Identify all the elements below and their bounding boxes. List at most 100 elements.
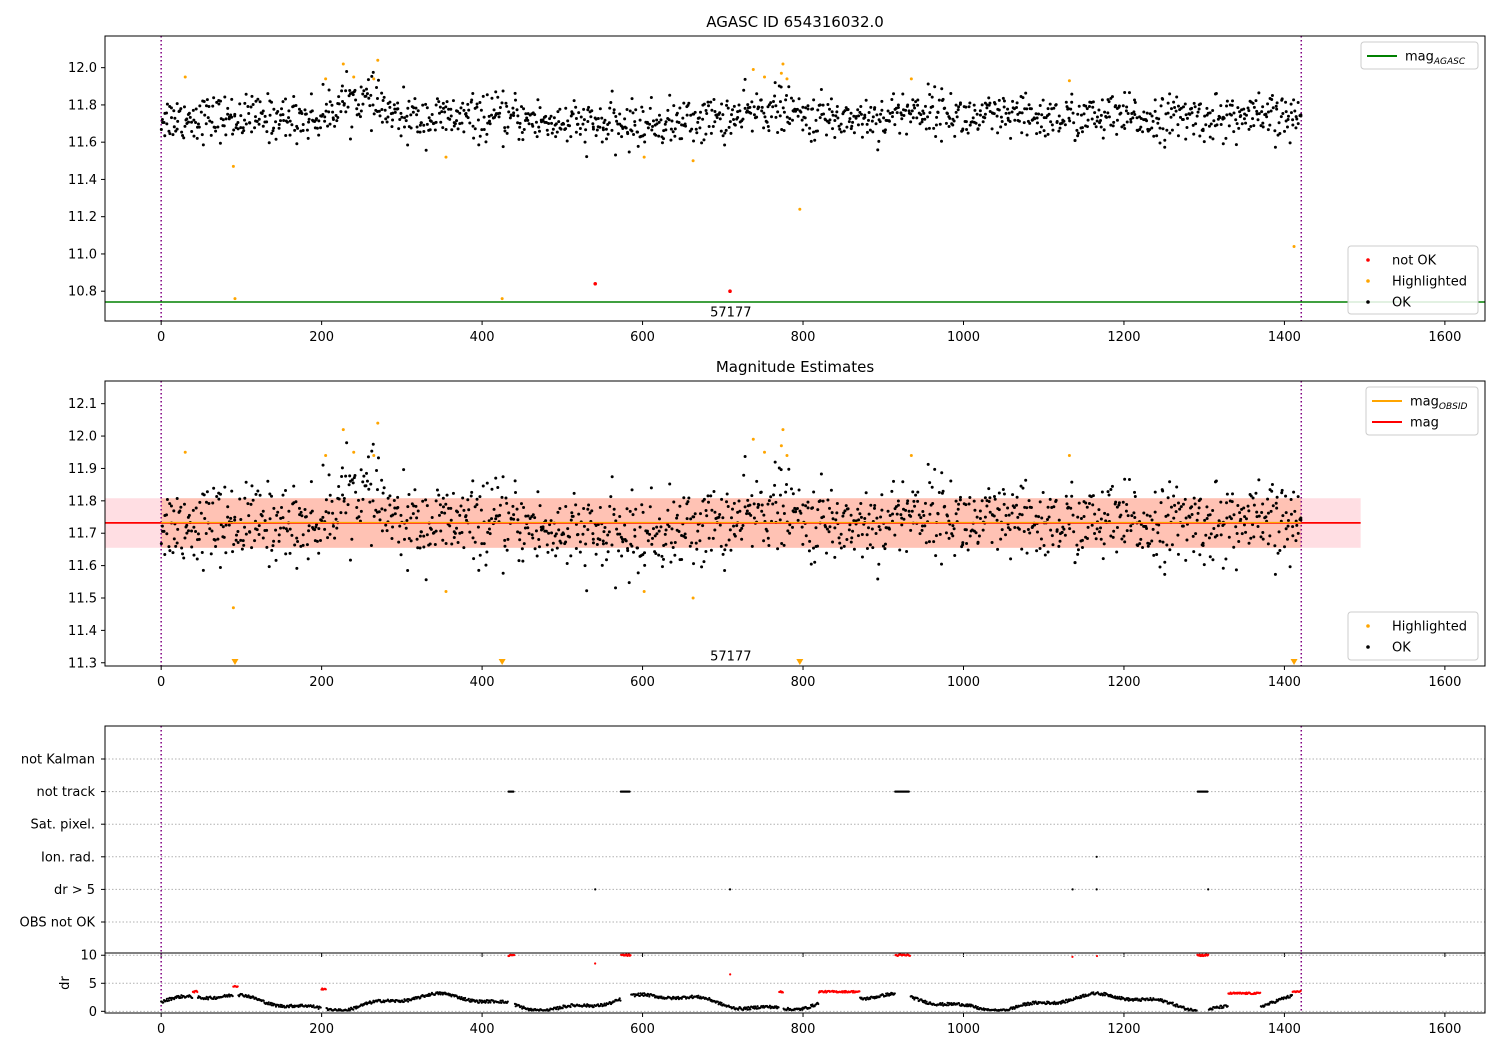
ok-point <box>604 541 608 545</box>
ok-point <box>204 531 208 535</box>
ok-point <box>213 126 217 130</box>
ok-point <box>1279 115 1283 119</box>
ok-point <box>749 513 753 517</box>
ok-point <box>847 528 851 532</box>
legend-label: Highlighted <box>1392 275 1467 290</box>
ok-point <box>444 105 448 109</box>
ok-point <box>295 142 299 146</box>
ok-point <box>327 88 331 92</box>
ok-point <box>842 511 846 515</box>
ok-point <box>1256 525 1260 529</box>
ok-point <box>380 120 384 124</box>
ok-point <box>1181 502 1185 506</box>
ok-point <box>554 122 558 126</box>
panel-agasc-obsid-label: 57177 <box>710 306 751 321</box>
ok-point <box>735 524 739 528</box>
ok-point <box>614 114 618 118</box>
ok-point <box>1145 513 1149 517</box>
dr-point <box>168 999 171 1002</box>
ok-point <box>958 495 962 499</box>
ok-point <box>284 489 288 493</box>
ok-point <box>380 529 384 533</box>
ok-point <box>1161 127 1165 131</box>
ok-point <box>712 489 716 493</box>
ok-point <box>733 123 737 127</box>
ok-point <box>182 136 186 140</box>
ok-point <box>396 107 400 111</box>
ok-point <box>947 536 951 540</box>
ok-point <box>187 513 191 517</box>
ok-point <box>258 493 262 497</box>
ok-point <box>1244 517 1248 521</box>
ok-point <box>835 104 839 108</box>
ok-point <box>765 529 769 533</box>
ok-point <box>911 98 915 102</box>
ok-point <box>564 540 568 544</box>
ok-point <box>416 546 420 550</box>
highlighted-point <box>642 590 646 594</box>
ok-point <box>649 486 653 490</box>
ok-point <box>359 109 363 113</box>
ok-point <box>843 509 847 513</box>
ok-point <box>1146 544 1150 548</box>
ok-point <box>520 130 524 134</box>
ok-point <box>663 532 667 536</box>
ok-point <box>902 517 906 521</box>
ok-point <box>253 126 257 130</box>
ok-point <box>809 139 813 143</box>
ok-point <box>190 120 194 124</box>
ok-point <box>251 498 255 502</box>
ok-point <box>603 118 607 122</box>
flag-point <box>1095 855 1098 858</box>
ok-point <box>445 100 449 104</box>
ok-point <box>559 127 563 131</box>
ok-point <box>458 513 462 517</box>
ok-point <box>1042 544 1046 548</box>
ok-point <box>923 104 927 108</box>
ok-point <box>375 469 379 473</box>
ok-point <box>702 497 706 501</box>
highlighted-point <box>751 437 755 441</box>
ok-point <box>241 539 245 543</box>
ok-point <box>364 94 368 98</box>
ok-point <box>1135 116 1139 120</box>
highlighted-point <box>444 590 448 594</box>
ok-point <box>361 92 365 96</box>
dr-point <box>501 999 504 1002</box>
ok-point <box>924 127 928 131</box>
ok-point <box>990 541 994 545</box>
ok-point <box>306 136 310 140</box>
ok-point <box>924 541 928 545</box>
ok-point <box>935 115 939 119</box>
ok-point <box>643 551 647 555</box>
ok-point <box>414 504 418 508</box>
ok-point <box>980 499 984 503</box>
ok-point <box>919 113 923 117</box>
dr-point <box>1030 1003 1034 1006</box>
ok-point <box>498 111 502 115</box>
dr-point-flagged <box>324 988 327 991</box>
dr-point <box>1220 1004 1223 1007</box>
ok-point <box>863 115 867 119</box>
ok-point <box>385 529 389 533</box>
ok-point <box>1225 501 1229 505</box>
ok-point <box>1094 125 1098 129</box>
ok-point <box>345 441 349 445</box>
ok-point <box>865 546 869 550</box>
ok-point <box>723 548 727 552</box>
ok-point <box>726 106 730 110</box>
ok-point <box>241 126 245 130</box>
ok-point <box>217 102 221 106</box>
ok-point <box>752 502 756 506</box>
ok-point <box>218 141 222 145</box>
ok-point <box>829 97 833 101</box>
ok-point <box>1050 534 1054 538</box>
dr-point <box>1118 995 1121 998</box>
ok-point <box>1099 537 1103 541</box>
ok-point <box>669 127 673 131</box>
ok-point <box>740 537 744 541</box>
ok-point <box>854 114 858 118</box>
ok-point <box>750 494 754 498</box>
ok-point <box>171 133 175 137</box>
ok-point <box>655 525 659 529</box>
